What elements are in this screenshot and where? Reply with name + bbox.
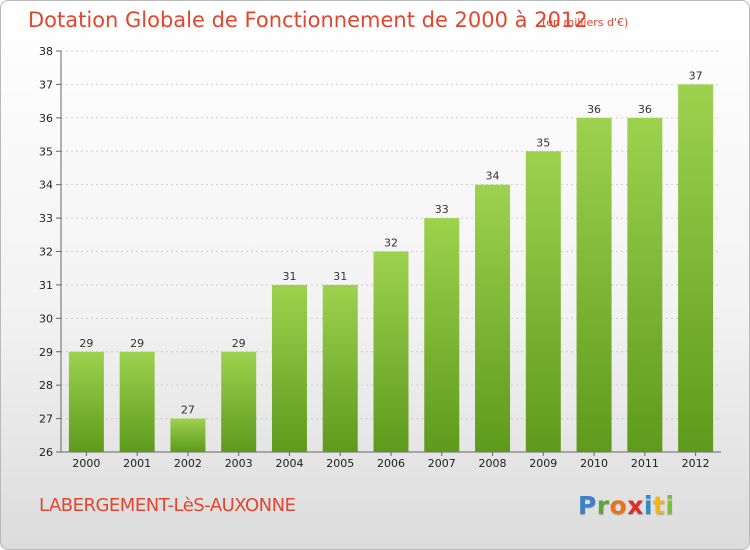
bar-2006: [373, 251, 409, 452]
bar-2012: [678, 84, 714, 453]
y-tick-label: 28: [39, 379, 53, 392]
bar-2011: [627, 117, 663, 452]
y-tick-label: 38: [39, 45, 53, 58]
x-tick-label: 2010: [580, 457, 608, 470]
data-label: 37: [689, 69, 703, 82]
logo-letter: t: [653, 491, 666, 520]
x-tick-label: 2004: [275, 457, 303, 470]
y-tick-label: 27: [39, 413, 53, 426]
bar-2009: [525, 151, 561, 452]
commune-name: LABERGEMENT-LèS-AUXONNE: [39, 495, 296, 516]
x-tick-label: 2000: [72, 457, 100, 470]
chart-unit-label: (en milliers d'€): [542, 16, 629, 29]
bar-2010: [576, 117, 612, 452]
y-tick-label: 36: [39, 112, 53, 125]
y-tick-label: 31: [39, 279, 53, 292]
data-label: 29: [232, 337, 246, 350]
y-tick-label: 26: [39, 446, 53, 459]
data-label: 29: [79, 337, 93, 350]
logo-letter: r: [596, 491, 610, 520]
data-label: 29: [130, 337, 144, 350]
y-tick-label: 34: [39, 179, 53, 192]
x-tick-label: 2005: [326, 457, 354, 470]
bars: [68, 84, 714, 453]
bar-2008: [475, 184, 511, 452]
data-label: 34: [486, 170, 500, 183]
y-tick-label: 32: [39, 246, 53, 259]
data-label: 31: [282, 270, 296, 283]
data-label: 36: [638, 103, 652, 116]
data-label: 36: [587, 103, 601, 116]
x-tick-label: 2008: [479, 457, 507, 470]
data-label: 32: [384, 237, 398, 250]
y-tick-label: 33: [39, 212, 53, 225]
y-tick-label: 30: [39, 312, 53, 325]
bar-2005: [322, 284, 358, 452]
bar-2003: [221, 351, 257, 452]
chart-title: Dotation Globale de Fonctionnement de 20…: [28, 8, 588, 32]
data-label: 33: [435, 203, 449, 216]
bar-2002: [170, 418, 206, 452]
bar-2001: [119, 351, 155, 452]
x-tick-label: 2012: [682, 457, 710, 470]
bar-2007: [424, 218, 460, 452]
bar-2004: [271, 284, 307, 452]
x-tick-label: 2009: [529, 457, 557, 470]
data-label: 35: [536, 136, 550, 149]
data-label: 31: [333, 270, 347, 283]
data-label: 27: [181, 404, 195, 417]
data-labels: 29 29 27 29 31 31 32 33 34 35 36 36 37: [79, 69, 702, 416]
bar-2000: [68, 351, 104, 452]
x-tick-label: 2002: [174, 457, 202, 470]
x-tick-label: 2001: [123, 457, 151, 470]
logo-letter: i: [665, 491, 675, 520]
y-tick-label: 35: [39, 145, 53, 158]
logo-letter: o: [609, 491, 628, 520]
x-tick-label: 2006: [377, 457, 405, 470]
x-tick-label: 2011: [631, 457, 659, 470]
axes: 26 27 28 29 30 31 32 33 34 35 36 37 38 2000 2001 2002 20…: [39, 45, 721, 470]
x-tick-label: 2007: [428, 457, 456, 470]
y-tick-label: 29: [39, 346, 53, 359]
proxiti-logo[interactable]: Proxiti: [578, 491, 675, 520]
logo-letter: i: [644, 491, 654, 520]
y-tick-label: 37: [39, 78, 53, 91]
x-tick-label: 2003: [225, 457, 253, 470]
logo-letter: x: [627, 491, 644, 520]
logo-letter: P: [578, 491, 597, 520]
